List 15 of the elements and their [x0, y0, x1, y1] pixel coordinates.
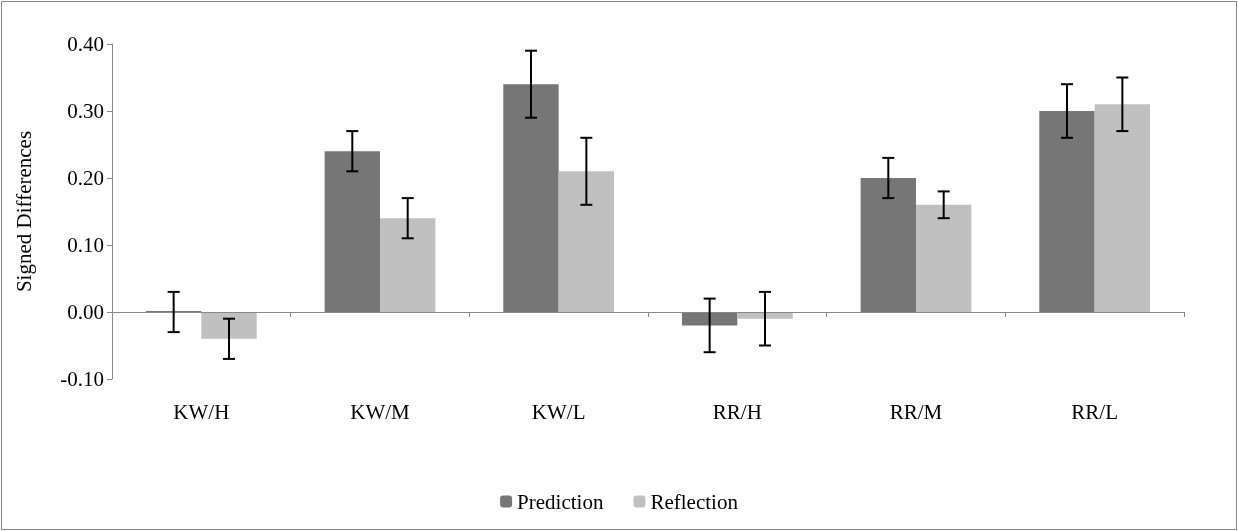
y-tick-label: 0.20	[67, 166, 104, 190]
legend-label: Reflection	[650, 489, 739, 514]
x-tick-label: KW/L	[531, 399, 586, 424]
y-tick-label: 0.30	[67, 99, 104, 123]
x-tick-label: RR/H	[712, 399, 762, 424]
y-tick-label: 0.10	[67, 233, 104, 257]
x-tick-label: KW/M	[350, 399, 411, 424]
y-tick-label: -0.10	[60, 367, 104, 391]
x-tick-label: RR/M	[889, 399, 943, 424]
y-tick-label: 0.00	[67, 300, 104, 324]
y-tick-label: 0.40	[67, 32, 104, 56]
x-tick-label: RR/L	[1071, 399, 1119, 424]
x-tick-label: KW/H	[173, 399, 230, 424]
legend-label: Prediction	[517, 489, 604, 514]
y-axis-title: Signed Differences	[11, 130, 36, 293]
